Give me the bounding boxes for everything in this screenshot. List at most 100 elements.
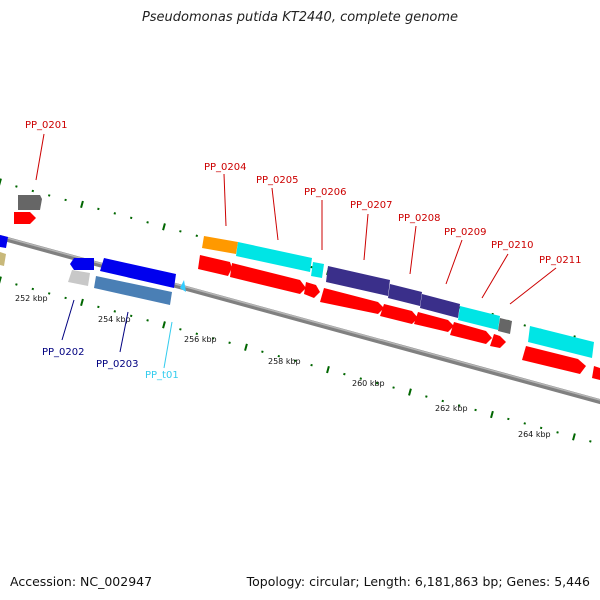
cds-arrow[interactable] [304,282,320,298]
gc-tick-row-inner [0,276,592,443]
gene-block-pp-t01[interactable] [180,280,186,292]
gene-block-pp0204[interactable] [202,236,238,254]
gc-tick [47,292,51,295]
gc-tick [359,377,362,380]
gc-tick [589,440,592,443]
gene-block-pp0203[interactable] [100,258,176,288]
gene-block-pp0202-grey[interactable] [68,270,90,286]
feature-label-pp0210[interactable]: PP_0210 [491,240,534,251]
gc-tick [97,207,100,211]
cds-arrow[interactable] [592,366,600,380]
feature-label-pp0207[interactable]: PP_0207 [350,200,393,211]
gc-tick [244,343,248,351]
gc-tick [64,296,67,300]
feature-label-pp0206[interactable]: PP_0206 [304,187,347,198]
gc-tick [572,433,576,441]
gene-block-pp0209[interactable] [420,294,460,318]
gc-tick [64,198,67,202]
cds-arrow[interactable] [380,304,418,324]
gc-tick [97,305,100,309]
gene-block-pp0208[interactable] [388,284,422,306]
scale-tick-label: 264 kbp [518,430,551,439]
feature-label-pp0208[interactable]: PP_0208 [398,213,441,224]
gene-block-left-edge-olive[interactable] [0,252,6,266]
gene-block-pp0203-steel[interactable] [94,276,172,305]
gc-tick [490,410,494,419]
gc-tick [80,200,84,209]
cds-arrow[interactable] [414,312,454,332]
scale-tick-label: 252 kbp [15,294,48,303]
gc-tick [375,381,379,385]
feature-label-pp0203[interactable]: PP_0203 [96,359,139,370]
gene-block-pp0206[interactable] [311,262,324,278]
gene-block-pp0202[interactable] [70,258,94,270]
scale-tick-label: 258 kbp [268,357,301,366]
gc-tick [408,388,412,396]
gene-block-left-edge[interactable] [0,235,8,248]
gene-block-pp0211[interactable] [498,318,512,334]
gc-tick [457,404,461,407]
feature-label-pp-t01[interactable]: PP_t01 [145,370,179,381]
gc-tick [261,350,264,353]
gc-tick [195,234,199,238]
gc-tick [523,422,526,425]
cds-arrow[interactable] [230,263,306,294]
gc-tick [146,221,149,224]
gc-tick [80,298,84,307]
gc-tick [474,408,477,412]
feature-label-pp0205[interactable]: PP_0205 [256,175,299,186]
scale-tick-label: 262 kbp [435,404,468,413]
gene-block-pp0205[interactable] [236,242,312,272]
gc-tick [179,328,182,331]
scale-tick-label: 254 kbp [98,315,131,324]
gene-block-pp0207[interactable] [326,266,390,296]
gc-tick [556,431,559,434]
gc-tick [277,354,281,358]
gc-tick [15,185,18,188]
cds-arrow[interactable] [522,346,586,374]
scale-tick-label: 260 kbp [352,379,385,388]
gene-block-pp0210[interactable] [458,306,500,330]
cds-arrow[interactable] [490,334,506,348]
feature-label-pp0204[interactable]: PP_0204 [204,162,247,173]
genome-stats-text: Topology: circular; Length: 6,181,863 bp… [246,574,590,589]
cds-arrow[interactable] [450,322,492,344]
gc-tick [310,363,313,367]
gc-tick [15,283,18,286]
gc-tick [523,324,526,327]
gc-tick [343,372,346,376]
gc-tick [539,426,543,430]
cds-arrow[interactable] [320,288,384,314]
gc-tick [293,359,297,362]
gc-tick [326,366,330,374]
gc-tick [129,216,133,220]
feature-label-pp0201[interactable]: PP_0201 [25,120,68,131]
gene-block-pp0201[interactable] [18,195,42,210]
accession-text: Accession: NC_002947 [10,574,153,589]
feature-label-pp0209[interactable]: PP_0209 [444,227,487,238]
gc-tick [146,319,149,322]
feature-label-pp0202[interactable]: PP_0202 [42,347,85,358]
gene-track-outer [14,195,600,380]
gc-tick [113,212,117,215]
gc-tick [162,223,166,231]
gc-tick [0,178,2,186]
gc-tick [31,287,35,291]
gene-block-next[interactable] [528,326,594,358]
scale-tick-label: 256 kbp [184,335,217,344]
gc-tick [129,314,133,318]
gc-tick [179,230,182,233]
gc-tick [0,276,2,284]
cds-arrow[interactable] [198,255,232,276]
gc-tick [211,337,215,340]
map-title: Pseudomonas putida KT2440, complete geno… [141,10,459,25]
gene-track-inner [0,235,186,305]
gene-block-pp0201-cds[interactable] [14,212,36,224]
gc-tick [441,399,444,403]
gc-tick [162,321,166,329]
feature-labels: PP_0201 PP_0202 PP_0203 PP_t01 PP_0204 P… [25,120,582,381]
gc-tick [31,189,35,193]
gc-tick [392,386,395,389]
feature-label-pp0211[interactable]: PP_0211 [539,255,582,266]
